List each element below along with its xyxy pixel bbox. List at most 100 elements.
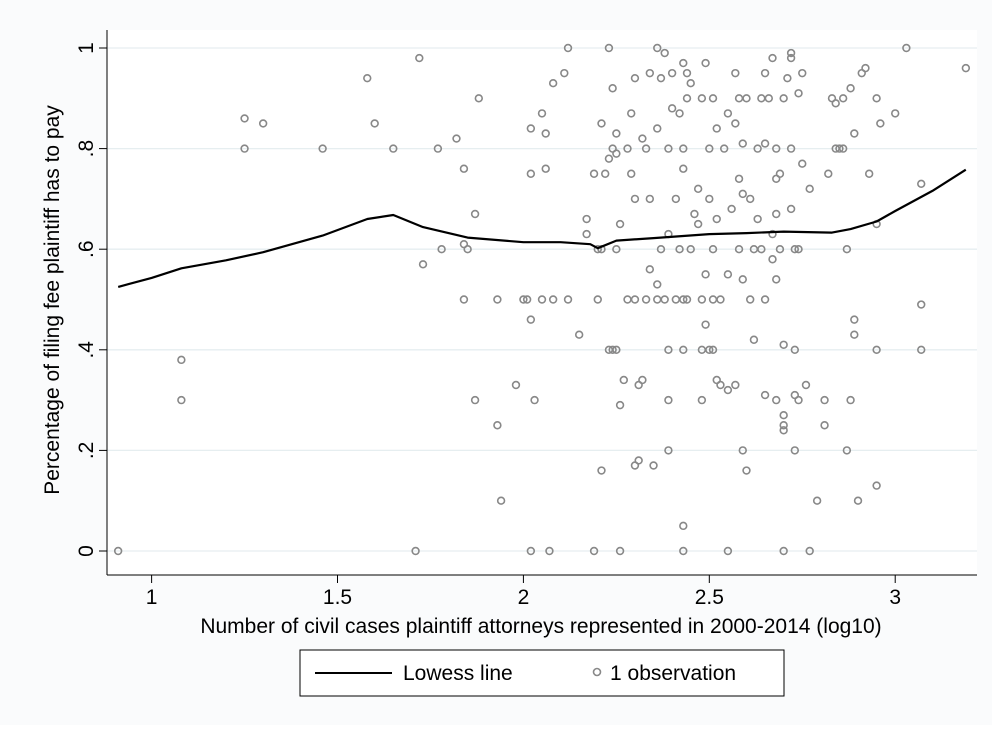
data-point bbox=[630, 194, 640, 204]
data-point bbox=[675, 245, 684, 254]
data-point bbox=[664, 395, 673, 405]
data-point bbox=[798, 159, 807, 168]
data-point bbox=[686, 79, 695, 88]
data-point bbox=[459, 164, 469, 173]
data-point bbox=[961, 63, 971, 73]
data-point bbox=[820, 421, 829, 430]
data-point bbox=[541, 164, 550, 173]
y-tick-label: 0 bbox=[75, 545, 98, 557]
data-point bbox=[731, 119, 740, 128]
data-point bbox=[805, 184, 814, 194]
data-point bbox=[723, 109, 733, 118]
data-point bbox=[831, 99, 840, 108]
data-point bbox=[604, 154, 614, 163]
data-point bbox=[738, 446, 747, 455]
data-point bbox=[664, 446, 673, 455]
data-point bbox=[660, 48, 669, 58]
data-point bbox=[786, 144, 796, 153]
data-point bbox=[734, 245, 744, 254]
data-point bbox=[746, 194, 755, 204]
data-point bbox=[805, 546, 814, 556]
data-point bbox=[671, 194, 681, 204]
data-point bbox=[370, 119, 379, 128]
data-point bbox=[794, 89, 803, 98]
data-point bbox=[679, 58, 688, 68]
data-point bbox=[779, 340, 788, 349]
data-point bbox=[679, 144, 688, 153]
data-point bbox=[679, 345, 688, 354]
data-point bbox=[738, 139, 747, 148]
data-point bbox=[757, 245, 766, 254]
data-point bbox=[917, 179, 926, 189]
data-point bbox=[850, 330, 859, 339]
data-point bbox=[619, 375, 628, 385]
data-point bbox=[589, 169, 599, 178]
x-tick-label: 3 bbox=[889, 586, 901, 609]
data-point bbox=[496, 496, 506, 505]
data-point bbox=[653, 124, 662, 133]
x-tick-label: 2.5 bbox=[695, 586, 724, 609]
data-point bbox=[363, 73, 372, 83]
data-point bbox=[872, 345, 881, 354]
data-point bbox=[667, 104, 677, 113]
data-point bbox=[838, 144, 848, 153]
data-point bbox=[679, 295, 688, 304]
data-point bbox=[627, 109, 636, 118]
data-point bbox=[719, 144, 729, 153]
data-point bbox=[734, 174, 744, 183]
data-point bbox=[772, 395, 781, 405]
data-point bbox=[452, 134, 461, 143]
data-point bbox=[779, 410, 788, 420]
data-point bbox=[437, 245, 446, 254]
legend: Lowess line 1 observation bbox=[299, 649, 785, 697]
data-point bbox=[742, 94, 751, 103]
data-point bbox=[853, 496, 863, 505]
y-tick-label: .8 bbox=[75, 140, 98, 158]
y-tick-label: 1 bbox=[75, 42, 98, 54]
data-point bbox=[693, 219, 703, 229]
data-point bbox=[459, 295, 469, 304]
data-point bbox=[530, 395, 539, 405]
data-point bbox=[612, 345, 621, 354]
data-point bbox=[615, 546, 625, 556]
data-point bbox=[801, 380, 811, 390]
data-point bbox=[798, 68, 807, 78]
data-point bbox=[582, 214, 591, 224]
data-point bbox=[723, 385, 733, 395]
data-point bbox=[433, 144, 443, 153]
data-point bbox=[690, 209, 699, 219]
data-point bbox=[786, 53, 796, 63]
data-point bbox=[723, 546, 733, 556]
data-point bbox=[679, 546, 688, 556]
data-point bbox=[664, 345, 673, 354]
data-point bbox=[864, 169, 874, 178]
data-point bbox=[664, 144, 673, 153]
data-point bbox=[731, 380, 740, 390]
data-point bbox=[872, 94, 881, 103]
data-point bbox=[667, 68, 677, 78]
data-point bbox=[641, 295, 651, 304]
data-point bbox=[522, 295, 532, 304]
legend-marker-swatch bbox=[592, 667, 602, 677]
data-point bbox=[470, 395, 480, 405]
data-point bbox=[526, 124, 536, 133]
legend-label-observation: 1 observation bbox=[610, 662, 736, 685]
data-point bbox=[634, 456, 643, 465]
data-point bbox=[760, 139, 770, 148]
data-point bbox=[582, 229, 591, 239]
data-point bbox=[760, 390, 770, 400]
y-tick-label: .4 bbox=[75, 341, 98, 359]
data-point bbox=[615, 219, 625, 229]
data-point bbox=[779, 426, 788, 435]
data-point bbox=[794, 395, 803, 405]
data-point bbox=[627, 169, 636, 178]
data-point bbox=[846, 84, 855, 93]
data-point bbox=[411, 546, 420, 556]
data-point bbox=[656, 73, 666, 83]
data-point bbox=[705, 194, 714, 204]
data-point bbox=[772, 209, 781, 219]
data-point bbox=[768, 229, 777, 239]
data-point bbox=[917, 345, 926, 354]
data-point bbox=[601, 169, 610, 178]
data-point bbox=[786, 48, 796, 58]
